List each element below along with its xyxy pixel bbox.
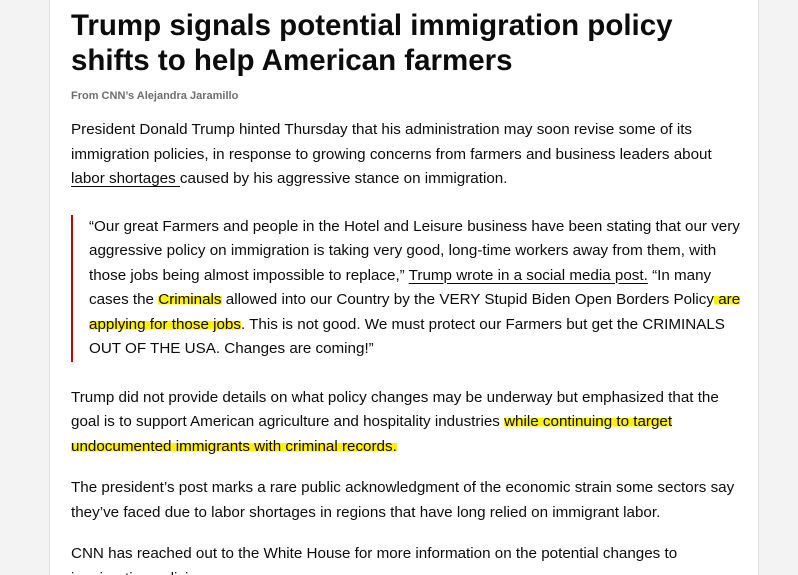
paragraph-acknowledgment: The president’s post marks a rare public… (71, 479, 735, 521)
paragraph-intro-text-end: caused by his aggressive stance on immig… (179, 170, 508, 187)
labor-shortages-link[interactable]: labor shortages (71, 170, 180, 187)
paragraph-intro-text: President Donald Trump hinted Thursday t… (71, 121, 712, 163)
paragraph-details-text: Trump did not provide details on what po… (71, 388, 719, 431)
social-media-post-link[interactable]: Trump wrote in a social media post. (408, 266, 648, 284)
quote-part-2: “In many cases the (89, 266, 712, 309)
paragraph-details: Trump did not provide details on what po… (71, 386, 743, 460)
article-headline: Trump signals potential immigration poli… (71, 9, 673, 77)
article-content: Trump signals potential immigration poli… (71, 0, 743, 575)
paragraph-cnn-reached-out: CNN has reached out to the White House f… (71, 545, 678, 575)
quote-part-3: allowed into our Country by the VERY Stu… (221, 291, 714, 308)
highlight-criminals: Criminals (158, 291, 222, 308)
trump-quote-text: “Our great Farmers and people in the Hot… (89, 215, 744, 362)
article-page: Trump signals potential immigration poli… (49, 0, 759, 575)
article-byline: From CNN’s Alejandra Jaramillo (71, 90, 239, 102)
trump-quote: “Our great Farmers and people in the Hot… (71, 214, 744, 362)
quote-part-4: . This is not good. We must protect our … (89, 315, 725, 358)
quote-part-1: “Our great Farmers and people in the Hot… (89, 217, 740, 284)
paragraph-intro: President Donald Trump hinted Thursday t… (71, 118, 743, 192)
